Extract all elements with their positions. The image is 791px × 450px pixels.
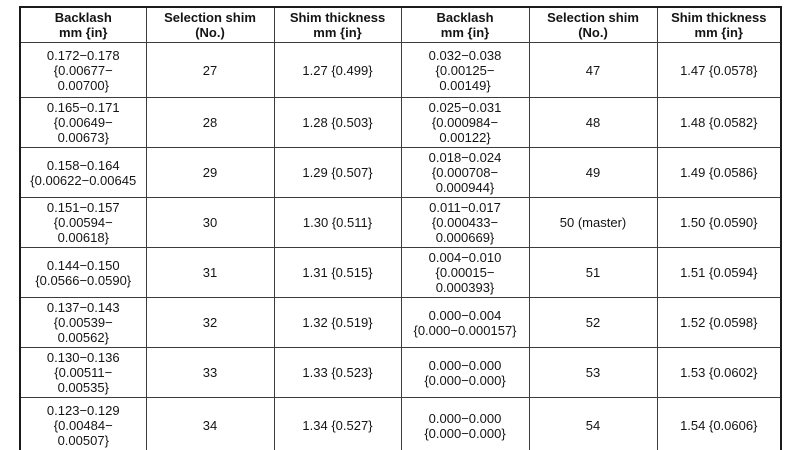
- thickness-cell: 1.52 {0.0598}: [656, 297, 782, 348]
- backlash-cell: 0.123−0.129 {0.00484− 0.00507}: [19, 397, 147, 450]
- backlash-cell: 0.130−0.136 {0.00511− 0.00535}: [19, 347, 147, 398]
- header-selection-shim-left: Selection shim (No.): [145, 6, 275, 43]
- table-row: 0.172−0.178 {0.00677− 0.00700} 27 1.27 {…: [19, 42, 782, 98]
- table-row: 0.123−0.129 {0.00484− 0.00507} 34 1.34 {…: [19, 397, 782, 450]
- header-backlash-left: Backlash mm {in}: [19, 6, 147, 43]
- backlash-cell: 0.158−0.164 {0.00622−0.00645: [19, 147, 147, 198]
- backlash-cell: 0.000−0.004 {0.000−0.000157}: [400, 297, 530, 348]
- table-row: 0.165−0.171 {0.00649− 0.00673} 28 1.28 {…: [19, 97, 782, 148]
- shim-no-cell: 30: [145, 197, 275, 248]
- thickness-cell: 1.54 {0.0606}: [656, 397, 782, 450]
- shim-no-cell: 32: [145, 297, 275, 348]
- thickness-cell: 1.32 {0.519}: [273, 297, 402, 348]
- backlash-cell: 0.004−0.010 {0.00015− 0.000393}: [400, 247, 530, 298]
- thickness-cell: 1.51 {0.0594}: [656, 247, 782, 298]
- thickness-cell: 1.34 {0.527}: [273, 397, 402, 450]
- table-row: 0.151−0.157 {0.00594− 0.00618} 30 1.30 {…: [19, 197, 782, 248]
- thickness-cell: 1.49 {0.0586}: [656, 147, 782, 198]
- backlash-cell: 0.165−0.171 {0.00649− 0.00673}: [19, 97, 147, 148]
- shim-no-cell: 48: [528, 97, 658, 148]
- backlash-cell: 0.032−0.038 {0.00125− 0.00149}: [400, 42, 530, 98]
- thickness-cell: 1.27 {0.499}: [273, 42, 402, 98]
- shim-no-cell: 50 (master): [528, 197, 658, 248]
- shim-selection-table: Backlash mm {in} Selection shim (No.) Sh…: [19, 6, 782, 450]
- backlash-cell: 0.011−0.017 {0.000433− 0.000669}: [400, 197, 530, 248]
- shim-no-cell: 29: [145, 147, 275, 198]
- shim-no-cell: 49: [528, 147, 658, 198]
- backlash-cell: 0.151−0.157 {0.00594− 0.00618}: [19, 197, 147, 248]
- shim-no-cell: 47: [528, 42, 658, 98]
- header-selection-shim-right: Selection shim (No.): [528, 6, 658, 43]
- shim-no-cell: 28: [145, 97, 275, 148]
- table-body: 0.172−0.178 {0.00677− 0.00700} 27 1.27 {…: [19, 42, 782, 450]
- thickness-cell: 1.48 {0.0582}: [656, 97, 782, 148]
- thickness-cell: 1.28 {0.503}: [273, 97, 402, 148]
- thickness-cell: 1.31 {0.515}: [273, 247, 402, 298]
- thickness-cell: 1.29 {0.507}: [273, 147, 402, 198]
- backlash-cell: 0.137−0.143 {0.00539− 0.00562}: [19, 297, 147, 348]
- backlash-cell: 0.172−0.178 {0.00677− 0.00700}: [19, 42, 147, 98]
- table-row: 0.158−0.164 {0.00622−0.00645 29 1.29 {0.…: [19, 147, 782, 198]
- header-row: Backlash mm {in} Selection shim (No.) Sh…: [19, 6, 782, 43]
- shim-no-cell: 52: [528, 297, 658, 348]
- thickness-cell: 1.33 {0.523}: [273, 347, 402, 398]
- table-row: 0.137−0.143 {0.00539− 0.00562} 32 1.32 {…: [19, 297, 782, 348]
- table-row: 0.144−0.150 {0.0566−0.0590} 31 1.31 {0.5…: [19, 247, 782, 298]
- backlash-cell: 0.000−0.000 {0.000−0.000}: [400, 347, 530, 398]
- header-shim-thickness-left: Shim thickness mm {in}: [273, 6, 402, 43]
- shim-no-cell: 51: [528, 247, 658, 298]
- shim-no-cell: 31: [145, 247, 275, 298]
- backlash-cell: 0.025−0.031 {0.000984− 0.00122}: [400, 97, 530, 148]
- thickness-cell: 1.47 {0.0578}: [656, 42, 782, 98]
- thickness-cell: 1.30 {0.511}: [273, 197, 402, 248]
- header-shim-thickness-right: Shim thickness mm {in}: [656, 6, 782, 43]
- shim-no-cell: 54: [528, 397, 658, 450]
- table-row: 0.130−0.136 {0.00511− 0.00535} 33 1.33 {…: [19, 347, 782, 398]
- table-header: Backlash mm {in} Selection shim (No.) Sh…: [19, 6, 782, 43]
- shim-no-cell: 53: [528, 347, 658, 398]
- thickness-cell: 1.53 {0.0602}: [656, 347, 782, 398]
- backlash-cell: 0.144−0.150 {0.0566−0.0590}: [19, 247, 147, 298]
- backlash-cell: 0.018−0.024 {0.000708− 0.000944}: [400, 147, 530, 198]
- shim-no-cell: 33: [145, 347, 275, 398]
- shim-no-cell: 27: [145, 42, 275, 98]
- thickness-cell: 1.50 {0.0590}: [656, 197, 782, 248]
- shim-no-cell: 34: [145, 397, 275, 450]
- header-backlash-right: Backlash mm {in}: [400, 6, 530, 43]
- backlash-cell: 0.000−0.000 {0.000−0.000}: [400, 397, 530, 450]
